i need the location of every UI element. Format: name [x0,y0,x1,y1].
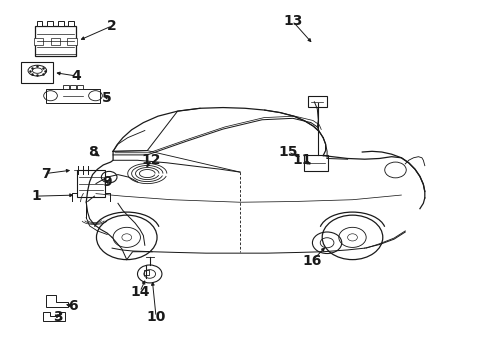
Text: 12: 12 [142,153,161,167]
Polygon shape [43,312,65,320]
Bar [70,85,76,89]
Bar [58,21,64,26]
Text: 10: 10 [147,310,166,324]
Text: 11: 11 [293,153,313,167]
Text: 1: 1 [31,189,41,203]
Bar [47,21,53,26]
Bar [69,21,74,26]
Text: 5: 5 [102,90,112,104]
Text: 8: 8 [88,145,98,159]
Polygon shape [46,295,68,307]
Bar [68,38,77,45]
Bar [34,38,44,45]
Text: 15: 15 [278,145,298,159]
Text: 7: 7 [41,167,50,181]
Text: 14: 14 [130,285,150,299]
Bar [37,21,43,26]
Text: 3: 3 [53,310,63,324]
Bar [308,96,327,107]
Text: 16: 16 [303,254,322,268]
Text: 2: 2 [107,19,117,33]
Bar [63,85,69,89]
Bar [22,62,53,83]
Text: 13: 13 [283,14,302,28]
Bar [46,89,100,103]
Text: 4: 4 [72,69,81,83]
Bar [77,170,105,197]
Text: 9: 9 [102,175,112,189]
Bar [35,26,76,55]
Bar [77,85,83,89]
Bar [304,155,328,171]
Bar [50,38,60,45]
Text: 6: 6 [68,299,78,313]
